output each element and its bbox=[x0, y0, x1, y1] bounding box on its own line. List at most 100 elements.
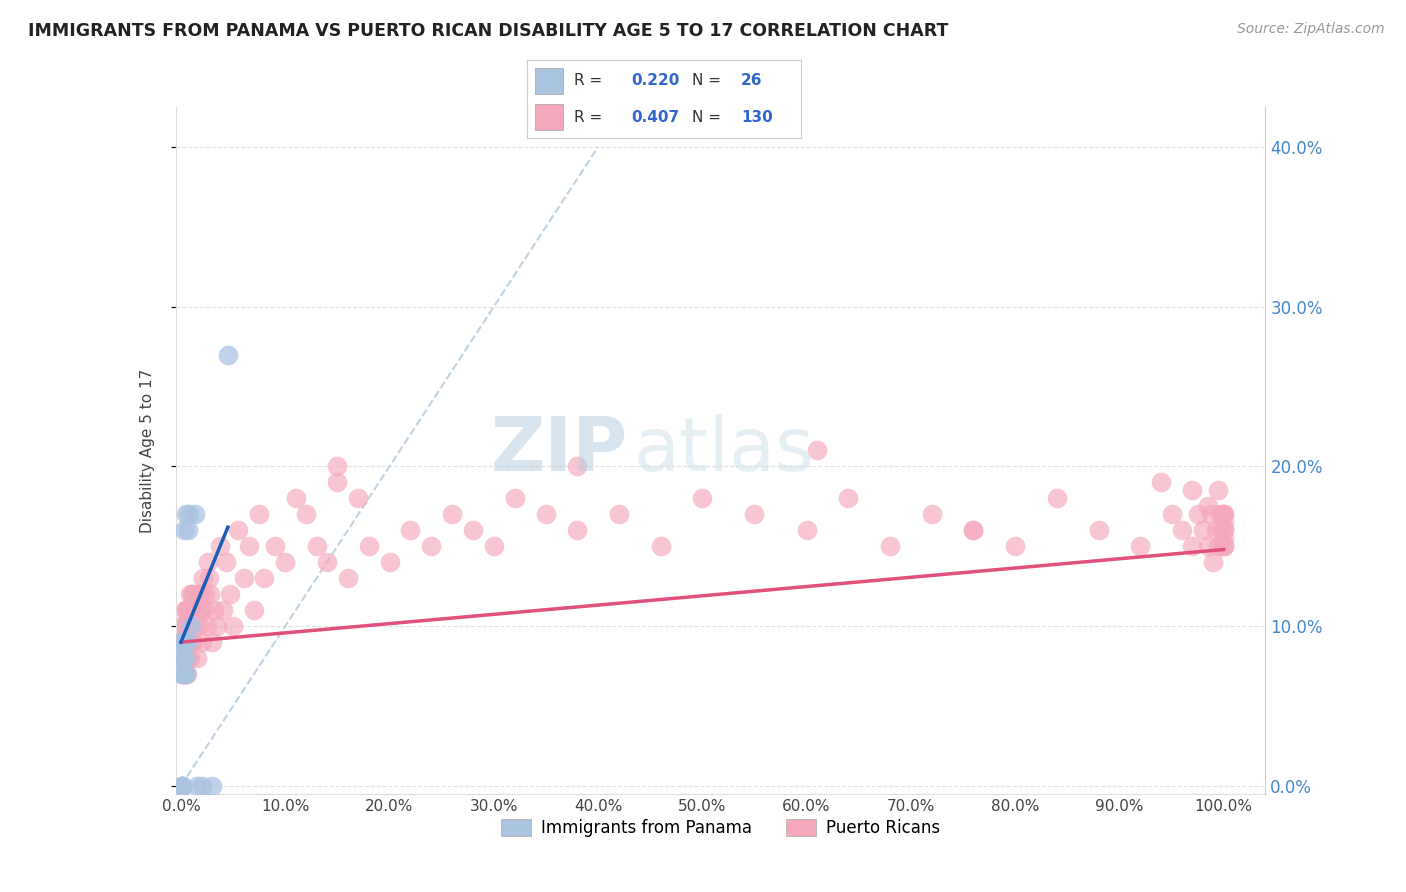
Point bbox=[1046, 491, 1069, 506]
Point bbox=[183, 587, 205, 601]
Point bbox=[170, 779, 193, 793]
Text: atlas: atlas bbox=[633, 414, 814, 487]
Point bbox=[172, 667, 194, 681]
Point bbox=[420, 539, 443, 553]
Point bbox=[183, 635, 205, 649]
Point bbox=[247, 508, 270, 522]
Point bbox=[170, 779, 193, 793]
Point bbox=[202, 603, 225, 617]
Point bbox=[253, 571, 276, 585]
Point bbox=[187, 619, 209, 633]
Point bbox=[837, 491, 859, 506]
Point bbox=[172, 635, 194, 649]
Point bbox=[170, 619, 193, 633]
Point bbox=[441, 508, 464, 522]
Point bbox=[1212, 524, 1234, 538]
Point bbox=[378, 555, 401, 569]
Point bbox=[173, 524, 195, 538]
Point bbox=[173, 667, 195, 681]
Point bbox=[174, 508, 197, 522]
Point bbox=[650, 539, 672, 553]
Text: IMMIGRANTS FROM PANAMA VS PUERTO RICAN DISABILITY AGE 5 TO 17 CORRELATION CHART: IMMIGRANTS FROM PANAMA VS PUERTO RICAN D… bbox=[28, 22, 949, 40]
Point bbox=[191, 779, 214, 793]
Point bbox=[1171, 524, 1194, 538]
Point bbox=[170, 779, 193, 793]
Point bbox=[190, 603, 212, 617]
Point bbox=[177, 524, 200, 538]
Point bbox=[1209, 524, 1232, 538]
Point bbox=[174, 667, 197, 681]
Point bbox=[222, 619, 245, 633]
Point bbox=[1208, 539, 1230, 553]
Point bbox=[172, 667, 194, 681]
Point bbox=[177, 603, 200, 617]
Point bbox=[1208, 483, 1230, 498]
Point bbox=[284, 491, 307, 506]
Point bbox=[176, 635, 198, 649]
Text: 26: 26 bbox=[741, 73, 762, 88]
Point bbox=[170, 667, 193, 681]
Point bbox=[191, 635, 214, 649]
Point bbox=[461, 524, 484, 538]
Point bbox=[567, 524, 589, 538]
Point bbox=[172, 651, 194, 665]
Point bbox=[173, 651, 195, 665]
Point bbox=[176, 667, 198, 681]
Point bbox=[1004, 539, 1026, 553]
Point bbox=[962, 524, 984, 538]
Point bbox=[198, 587, 221, 601]
Point bbox=[180, 619, 202, 633]
Point bbox=[503, 491, 526, 506]
Point bbox=[170, 667, 193, 681]
Point bbox=[1212, 531, 1234, 545]
Point bbox=[274, 555, 297, 569]
Point bbox=[207, 619, 229, 633]
Point bbox=[215, 555, 238, 569]
Point bbox=[1211, 539, 1233, 553]
Text: ZIP: ZIP bbox=[491, 414, 628, 487]
Point bbox=[295, 508, 318, 522]
Point bbox=[336, 571, 359, 585]
Point bbox=[263, 539, 285, 553]
Point bbox=[177, 635, 200, 649]
Point bbox=[1181, 539, 1204, 553]
Point bbox=[174, 651, 197, 665]
Point bbox=[1087, 524, 1109, 538]
Point bbox=[326, 475, 349, 490]
Point bbox=[208, 539, 231, 553]
Point bbox=[1212, 508, 1234, 522]
Point bbox=[173, 619, 195, 633]
Point bbox=[217, 348, 239, 362]
Text: R =: R = bbox=[574, 73, 607, 88]
Point bbox=[194, 587, 217, 601]
Point bbox=[179, 587, 201, 601]
Text: Source: ZipAtlas.com: Source: ZipAtlas.com bbox=[1237, 22, 1385, 37]
Point bbox=[172, 619, 194, 633]
Point bbox=[181, 587, 204, 601]
Point bbox=[796, 524, 818, 538]
Point bbox=[1212, 524, 1234, 538]
Point bbox=[1199, 508, 1222, 522]
Point bbox=[1208, 508, 1230, 522]
Point bbox=[1187, 508, 1209, 522]
Point bbox=[180, 619, 202, 633]
Point bbox=[174, 635, 197, 649]
Point bbox=[567, 459, 589, 474]
Point bbox=[1205, 524, 1227, 538]
Point bbox=[193, 603, 215, 617]
Text: 130: 130 bbox=[741, 110, 773, 125]
Point bbox=[1129, 539, 1152, 553]
Point bbox=[170, 635, 193, 649]
Point bbox=[170, 779, 193, 793]
Point bbox=[305, 539, 328, 553]
Text: N =: N = bbox=[692, 73, 725, 88]
Point bbox=[238, 539, 260, 553]
Y-axis label: Disability Age 5 to 17: Disability Age 5 to 17 bbox=[141, 368, 155, 533]
Point bbox=[186, 779, 208, 793]
Point bbox=[186, 587, 208, 601]
Point bbox=[326, 459, 349, 474]
Point bbox=[170, 635, 193, 649]
Point bbox=[357, 539, 380, 553]
Point bbox=[1212, 516, 1234, 530]
Point bbox=[399, 524, 422, 538]
